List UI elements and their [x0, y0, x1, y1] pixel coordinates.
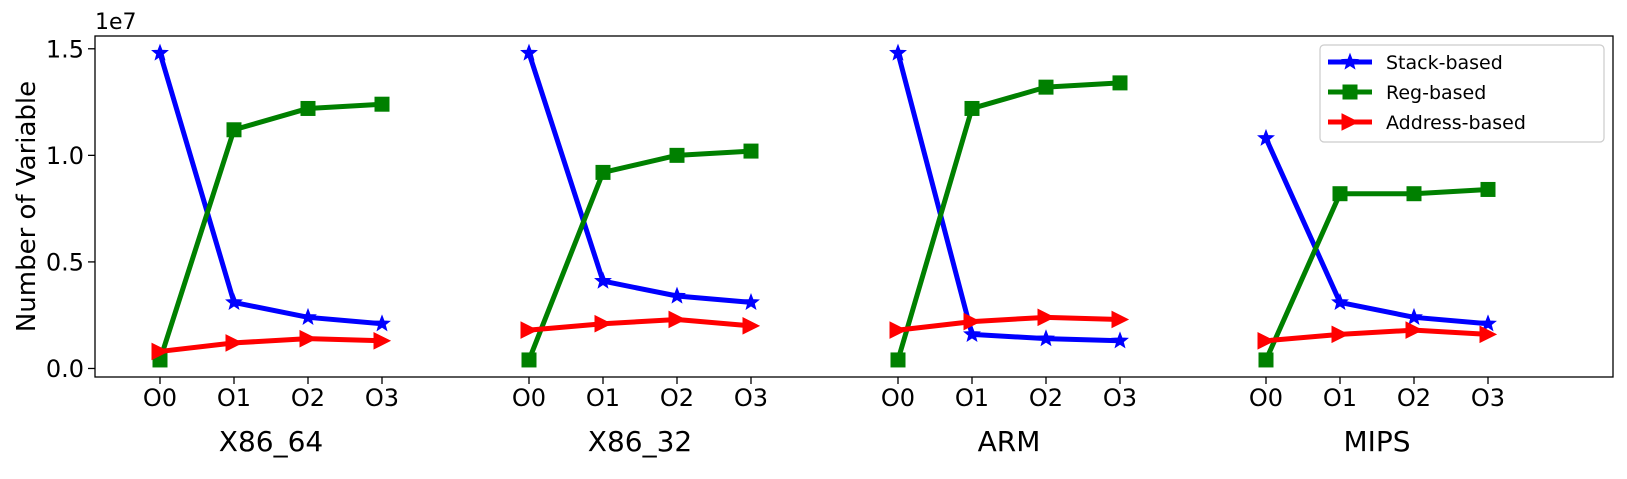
data-point	[299, 329, 318, 348]
series-line	[526, 148, 754, 363]
x-tick-label: O2	[1397, 384, 1431, 412]
data-point	[225, 293, 243, 311]
data-point	[742, 293, 760, 311]
data-point	[1405, 321, 1424, 339]
series-line	[157, 101, 385, 363]
data-point	[373, 314, 391, 332]
series-line	[157, 336, 385, 354]
series-line	[1263, 186, 1491, 363]
y-tick-label: 0.0	[46, 355, 84, 383]
group-label: MIPS	[1343, 425, 1410, 458]
series-line	[1263, 135, 1491, 327]
data-point	[668, 310, 687, 329]
data-point	[151, 342, 170, 361]
data-point	[1479, 325, 1498, 344]
data-point	[889, 43, 907, 61]
data-point	[1038, 79, 1054, 95]
y-tick-label: 1.5	[46, 35, 84, 63]
data-point	[595, 164, 611, 180]
legend-marker	[1342, 84, 1358, 100]
data-point	[594, 314, 613, 333]
data-point	[743, 143, 759, 159]
data-point	[1331, 325, 1350, 344]
data-point	[1111, 331, 1129, 349]
data-point	[520, 43, 538, 61]
x-tick-label: O0	[512, 384, 546, 412]
data-point	[299, 307, 317, 325]
y-axis-title: Number of Variable	[12, 81, 42, 332]
plot-area-frame	[94, 35, 1614, 378]
series-line	[526, 316, 754, 333]
data-point	[373, 331, 392, 350]
data-point	[890, 352, 906, 368]
legend-label: Stack-based	[1386, 52, 1503, 74]
data-point	[1332, 186, 1348, 202]
data-point	[1112, 75, 1128, 91]
y-axis: 0.0 0.5 1.0 1.5	[46, 35, 95, 383]
x-tick-label: O2	[291, 384, 325, 412]
data-point	[963, 324, 981, 342]
legend-marker	[1341, 52, 1359, 70]
data-point	[1479, 314, 1497, 332]
series-line	[895, 50, 1123, 344]
data-point	[521, 352, 537, 368]
group-label: X86_32	[588, 425, 692, 458]
y-axis-offset-label: 1e7	[95, 10, 137, 35]
x-tick-label: O1	[955, 384, 989, 412]
data-point	[1257, 331, 1276, 350]
data-point	[300, 100, 316, 116]
x-tick-label: O0	[143, 384, 177, 412]
x-tick-label: O3	[365, 384, 399, 412]
data-point	[226, 122, 242, 138]
data-point	[1037, 308, 1056, 327]
data-point	[374, 96, 390, 112]
x-tick-label: O2	[1029, 384, 1063, 412]
data-point	[151, 43, 169, 61]
data-point	[1037, 329, 1055, 347]
data-point	[1258, 352, 1274, 368]
x-axis: O0 O1 O2 O3 X86_64 O0 O1 O2 O3 X86_32 O0 O1 O2 O3 ARM O…	[143, 377, 1505, 458]
legend-label: Reg-based	[1386, 82, 1486, 104]
data-point	[1480, 181, 1496, 197]
x-tick-label: O1	[217, 384, 251, 412]
plot-marks	[151, 43, 1498, 368]
data-point	[964, 100, 980, 116]
data-point	[1257, 128, 1275, 146]
y-tick-label: 1.0	[46, 142, 84, 170]
x-tick-label: O2	[660, 384, 694, 412]
data-point	[1406, 186, 1422, 202]
data-point	[1405, 307, 1423, 325]
legend-box	[1319, 44, 1605, 143]
legend-marker	[1341, 113, 1360, 131]
x-tick-label: O1	[586, 384, 620, 412]
data-point	[594, 271, 612, 289]
series-line	[157, 50, 385, 327]
x-tick-label: O3	[1471, 384, 1505, 412]
data-point	[669, 147, 685, 163]
data-point	[1331, 293, 1349, 311]
series-line	[895, 80, 1123, 363]
legend-label: Address-based	[1386, 112, 1526, 134]
x-tick-label: O1	[1323, 384, 1357, 412]
series-line	[526, 50, 754, 305]
y-tick-label: 0.5	[46, 248, 84, 276]
series-line	[895, 314, 1123, 333]
data-point	[225, 334, 244, 352]
x-tick-label: O3	[734, 384, 768, 412]
x-tick-label: O3	[1103, 384, 1137, 412]
group-label: ARM	[978, 425, 1041, 458]
data-point	[1111, 310, 1130, 329]
data-point	[889, 321, 908, 339]
series-line	[1263, 327, 1491, 344]
group-label: X86_64	[219, 425, 323, 458]
data-point	[742, 317, 761, 335]
legend: Stack-based Reg-based Address-based	[1319, 44, 1605, 143]
x-tick-label: O0	[881, 384, 915, 412]
data-point	[520, 321, 539, 339]
data-point	[668, 286, 686, 304]
x-tick-label: O0	[1249, 384, 1283, 412]
data-point	[963, 312, 982, 331]
